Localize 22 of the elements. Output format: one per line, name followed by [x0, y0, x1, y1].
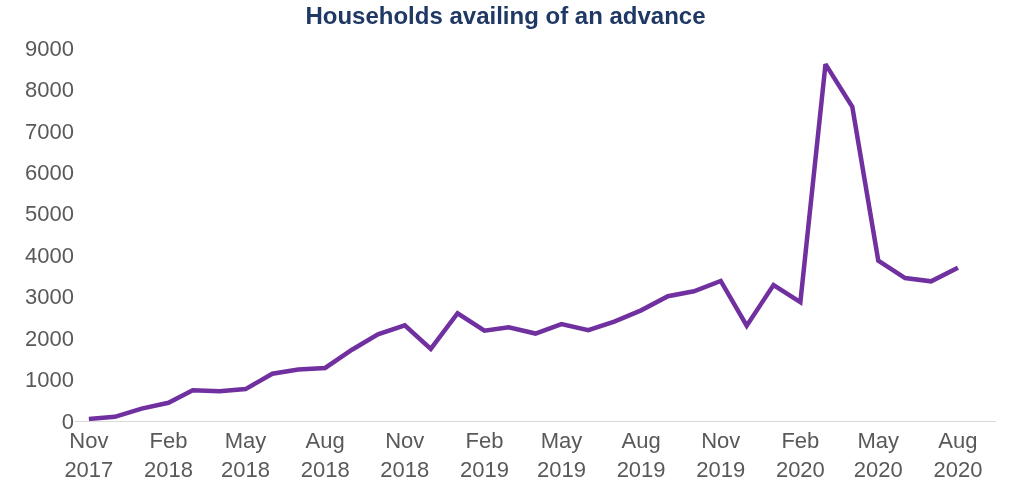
- x-tick-label: Nov 2018: [380, 428, 430, 482]
- x-tick-label: Feb 2019: [459, 428, 509, 482]
- x-tick-label: Aug 2020: [933, 428, 983, 482]
- y-tick-label: 3000: [25, 284, 74, 310]
- y-tick-label: 7000: [25, 118, 74, 144]
- y-tick-label: 6000: [25, 160, 74, 186]
- x-tick-label: May 2020: [853, 428, 903, 482]
- x-tick-label: May 2019: [536, 428, 586, 482]
- x-tick-label: Aug 2018: [300, 428, 350, 482]
- x-tick-label: Feb 2020: [775, 428, 825, 482]
- y-tick-label: 9000: [25, 35, 74, 61]
- x-tick-label: Aug 2019: [616, 428, 666, 482]
- x-tick-label: May 2018: [221, 428, 270, 482]
- x-tick-label: Feb 2018: [144, 428, 193, 482]
- y-tick-label: 4000: [25, 242, 74, 268]
- y-tick-label: 5000: [25, 201, 74, 227]
- y-tick-label: 1000: [25, 367, 74, 393]
- chart-title: Households availing of an advance: [305, 2, 706, 30]
- line-series: [86, 61, 961, 421]
- x-tick-label: Nov 2019: [696, 428, 746, 482]
- y-tick-label: 8000: [25, 77, 74, 103]
- y-tick-label: 2000: [25, 325, 74, 351]
